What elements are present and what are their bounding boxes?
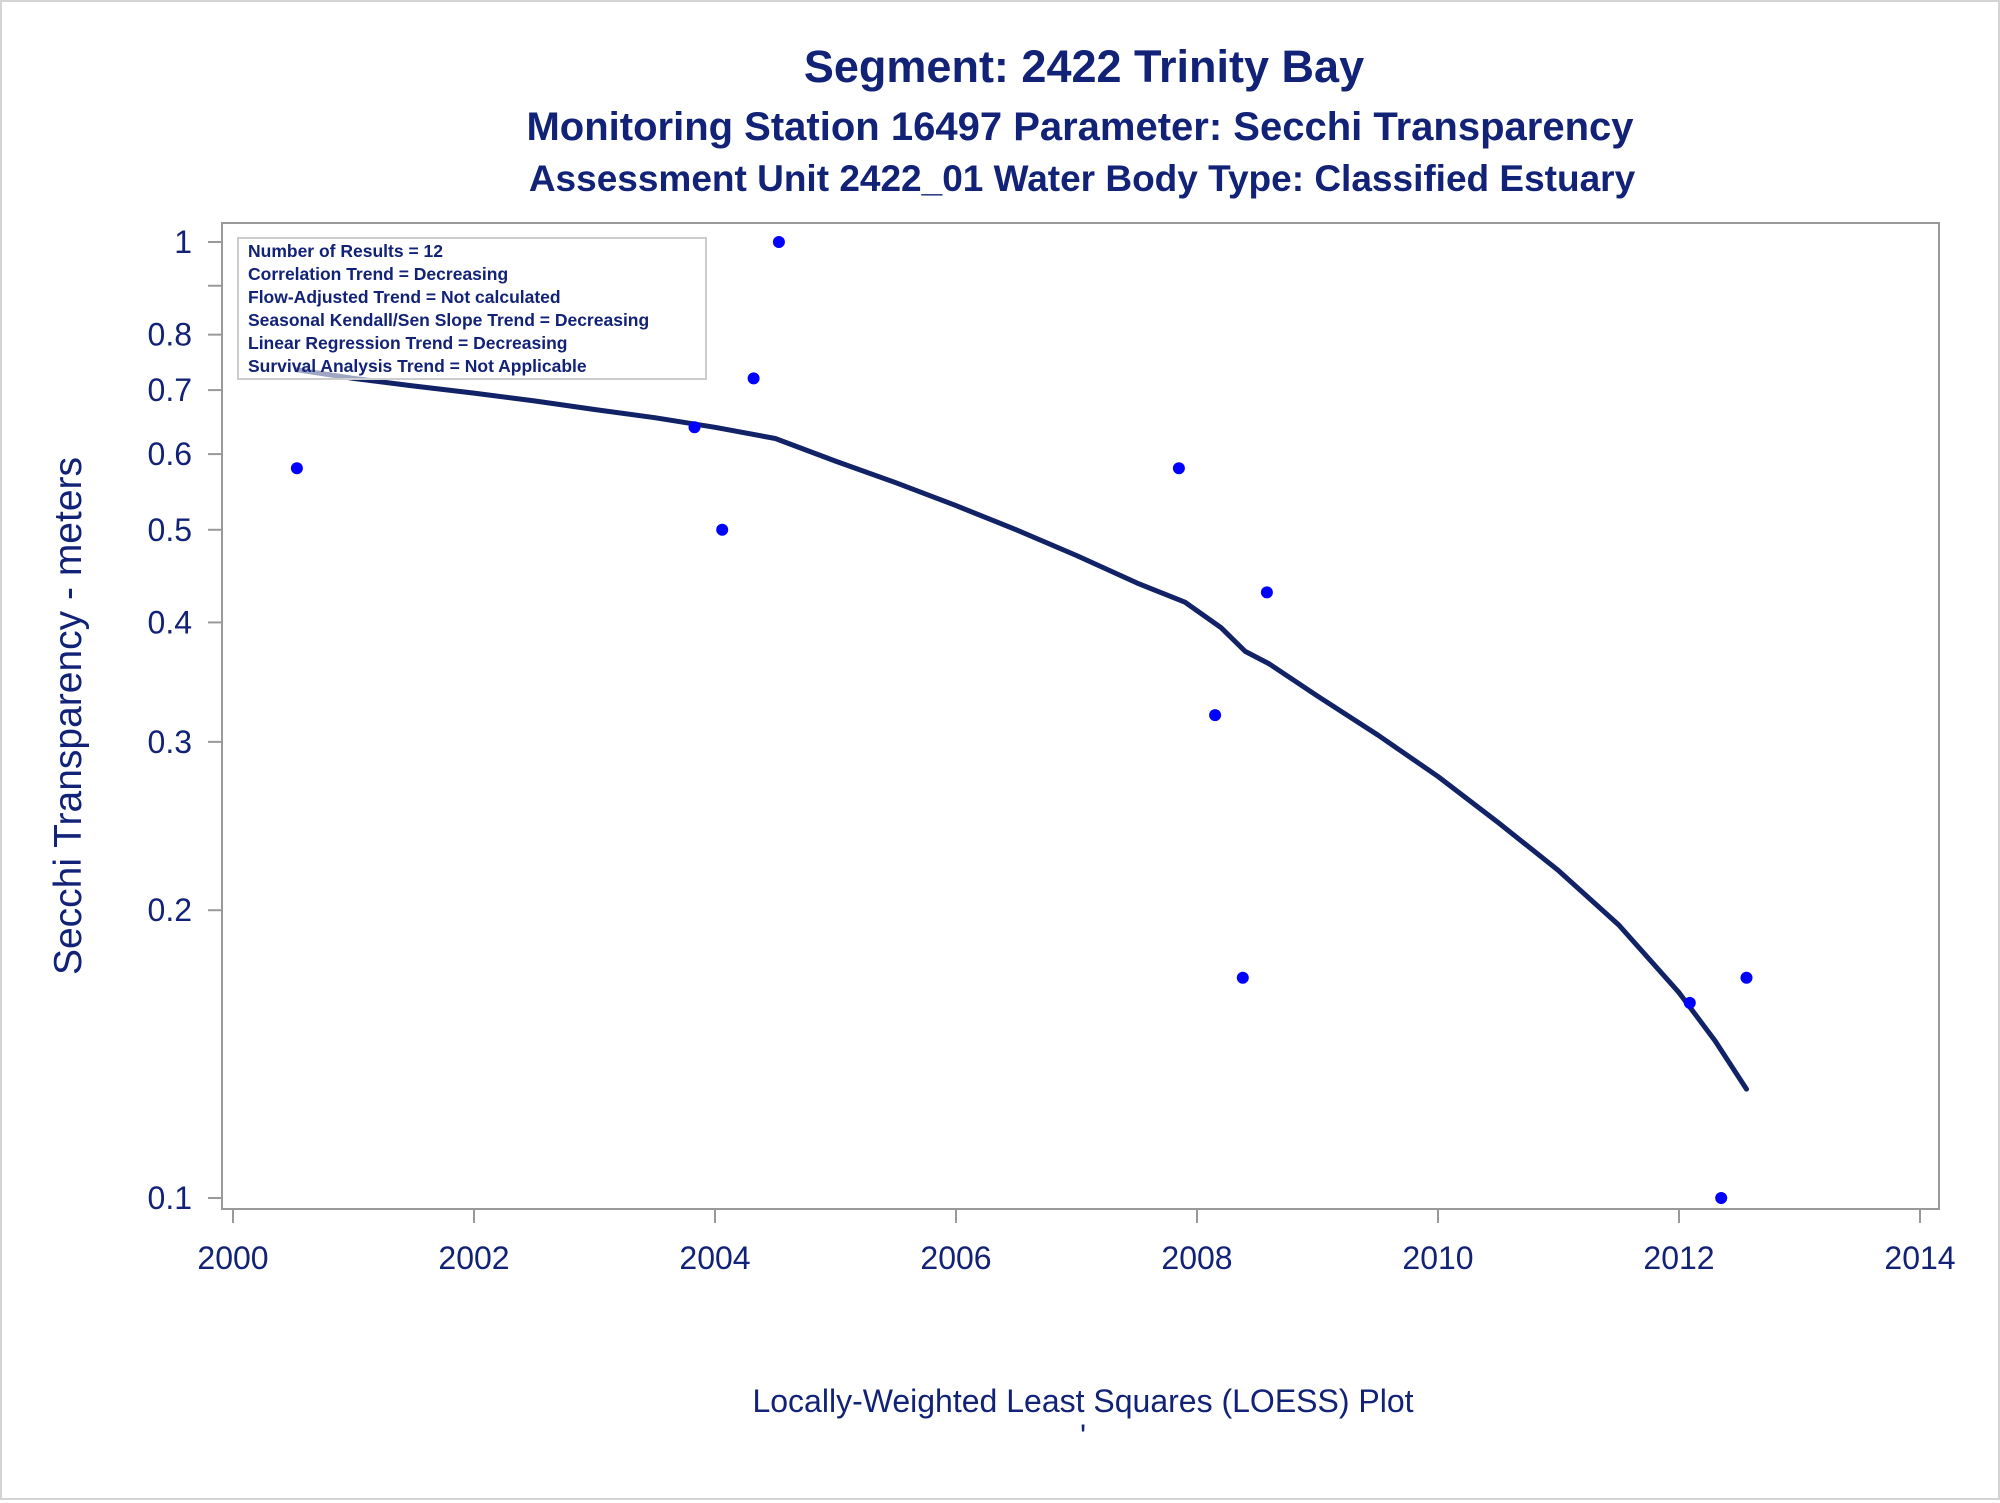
y-tick-label: 0.5: [148, 512, 192, 548]
y-tick-label: 0.1: [148, 1180, 192, 1216]
y-tick-label: 0.4: [148, 604, 192, 640]
y-tick-label: 0.2: [148, 892, 192, 928]
data-point: [1172, 462, 1185, 475]
stats-box-border: [237, 237, 707, 380]
stats-flow-adjusted-trend: Flow-Adjusted Trend = Not calculated: [248, 287, 561, 307]
x-tick-label: 2006: [920, 1240, 991, 1276]
y-tick-label: 0.3: [148, 724, 192, 760]
stats-seasonal-kendall-trend: Seasonal Kendall/Sen Slope Trend = Decre…: [248, 310, 649, 330]
stats-survival-analysis-trend: Survival Analysis Trend = Not Applicable: [248, 356, 587, 376]
x-tick-label: 2002: [438, 1240, 509, 1276]
x-tick-label: 2004: [679, 1240, 750, 1276]
data-point: [290, 462, 303, 475]
chart-title: Segment: 2422 Trinity Bay: [804, 41, 1364, 92]
data-point: [1236, 971, 1249, 984]
data-point: [1715, 1192, 1728, 1204]
y-tick-label: 1: [174, 224, 192, 260]
data-point: [1683, 996, 1696, 1009]
chart-subtitle-station: Monitoring Station 16497 Parameter: Secc…: [526, 105, 1634, 149]
data-point: [688, 421, 701, 434]
footnote-mark: ': [1080, 1418, 1086, 1454]
x-tick-label: 2014: [1884, 1240, 1955, 1276]
data-point: [1260, 586, 1273, 599]
stats-linear-regression-trend: Linear Regression Trend = Decreasing: [248, 333, 568, 353]
y-axis: 0.1 0.2 0.3 0.4 0.5 0.6 0.7 0.8 1: [148, 224, 222, 1216]
x-tick-label: 2010: [1402, 1240, 1473, 1276]
x-tick-label: 2008: [1161, 1240, 1232, 1276]
y-tick-label: 0.7: [148, 372, 192, 408]
stats-box: Number of Results = 12 Correlation Trend…: [237, 237, 707, 380]
x-tick-label: 2012: [1643, 1240, 1714, 1276]
x-axis: 2000 2002 2004 2006 2008 2010 2012 2014: [197, 1209, 1956, 1276]
y-tick-label: 0.6: [148, 436, 192, 472]
stats-correlation-trend: Correlation Trend = Decreasing: [248, 264, 508, 284]
plot-area: [221, 222, 1940, 1210]
loess-curve-layer: [294, 367, 1749, 1092]
data-point: [772, 236, 785, 248]
y-tick-label: 0.8: [148, 317, 192, 353]
footnote: Locally-Weighted Least Squares (LOESS) P…: [752, 1383, 1413, 1419]
stats-number-of-results: Number of Results = 12: [248, 241, 443, 261]
data-point: [1740, 971, 1753, 984]
y-axis-label: Secchi Transparency - meters: [47, 457, 90, 975]
chart-subtitle-assessment: Assessment Unit 2422_01 Water Body Type:…: [529, 158, 1636, 199]
x-tick-label: 2000: [197, 1240, 268, 1276]
data-point: [747, 372, 760, 385]
loess-curve: [294, 367, 1749, 1092]
data-points: [290, 236, 1753, 1204]
data-point: [716, 523, 729, 536]
data-point: [1209, 709, 1222, 722]
